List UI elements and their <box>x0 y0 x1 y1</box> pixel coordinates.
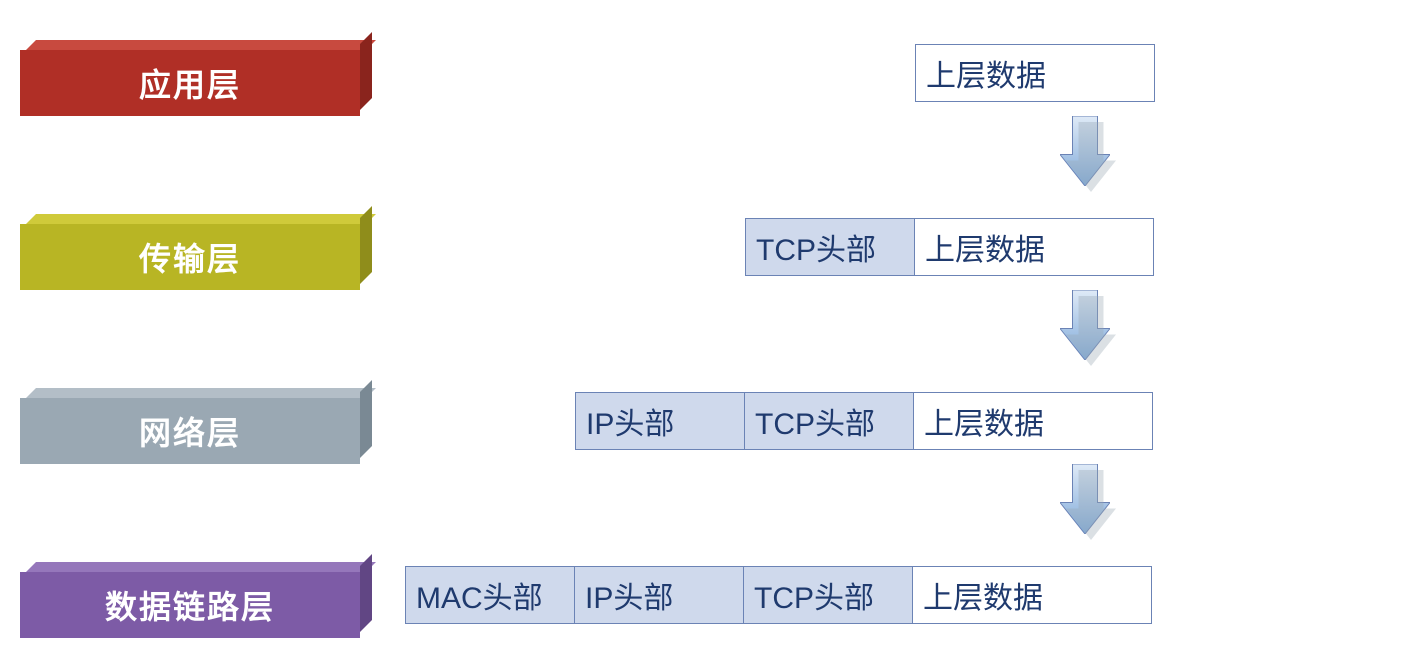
down-arrow-icon <box>1060 464 1110 534</box>
data-row-transport-data: TCP头部上层数据 <box>745 218 1154 276</box>
down-arrow-icon <box>1060 290 1110 360</box>
segment-header-TCP头部: TCP头部 <box>744 392 914 450</box>
segment-header-IP头部: IP头部 <box>574 566 744 624</box>
segment-payload: 上层数据 <box>915 44 1155 102</box>
segment-header-TCP头部: TCP头部 <box>743 566 913 624</box>
segment-header-TCP头部: TCP头部 <box>745 218 915 276</box>
segment-payload: 上层数据 <box>912 566 1152 624</box>
segment-payload: 上层数据 <box>913 392 1153 450</box>
layer-bar-transport: 传输层 <box>20 214 372 290</box>
data-row-app-data: 上层数据 <box>915 44 1155 102</box>
layer-label-transport: 传输层 <box>20 224 360 290</box>
layer-label-datalink: 数据链路层 <box>20 572 360 638</box>
segment-header-MAC头部: MAC头部 <box>405 566 575 624</box>
layer-bar-network: 网络层 <box>20 388 372 464</box>
layer-bar-datalink: 数据链路层 <box>20 562 372 638</box>
data-row-datalink-data: MAC头部IP头部TCP头部上层数据 <box>405 566 1152 624</box>
layer-bar-application: 应用层 <box>20 40 372 116</box>
layer-label-network: 网络层 <box>20 398 360 464</box>
segment-payload: 上层数据 <box>914 218 1154 276</box>
encapsulation-diagram: 应用层传输层网络层数据链路层上层数据TCP头部上层数据IP头部TCP头部上层数据… <box>0 0 1412 662</box>
down-arrow-icon <box>1060 116 1110 186</box>
segment-header-IP头部: IP头部 <box>575 392 745 450</box>
layer-label-application: 应用层 <box>20 50 360 116</box>
data-row-network-data: IP头部TCP头部上层数据 <box>575 392 1153 450</box>
